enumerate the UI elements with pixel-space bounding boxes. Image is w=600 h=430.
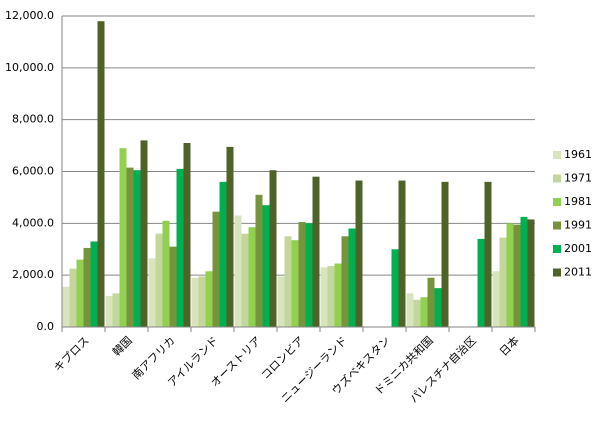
bar (183, 142, 191, 327)
legend-swatch (553, 174, 561, 183)
bar (155, 233, 163, 327)
legend-swatch (553, 221, 561, 230)
bar (420, 297, 428, 327)
bar (205, 271, 213, 327)
bar (83, 247, 91, 327)
bar (133, 170, 141, 327)
bar (427, 277, 435, 327)
legend-swatch (553, 151, 561, 159)
bar (169, 246, 177, 327)
bar (348, 228, 356, 327)
bar (226, 146, 234, 327)
bar (255, 194, 263, 327)
bar (327, 266, 335, 327)
bar (391, 249, 399, 327)
y-tick-label: 4,000.0 (12, 216, 54, 229)
x-tick-label: キプロス (51, 334, 91, 374)
bar (291, 240, 299, 327)
bar (234, 215, 242, 327)
bar (262, 205, 270, 327)
x-tick-label: 韓国 (110, 334, 135, 359)
legend-label: 2011 (564, 266, 592, 279)
bar (513, 224, 521, 327)
bar (527, 219, 535, 327)
y-tick-label: 0.0 (37, 320, 55, 333)
bar (241, 233, 249, 327)
bar (76, 259, 84, 327)
bar (219, 181, 227, 327)
bar (176, 168, 184, 327)
bar (191, 277, 199, 327)
bar (148, 258, 156, 327)
legend-swatch (553, 268, 561, 277)
bar (126, 167, 134, 327)
bar (162, 220, 170, 327)
y-tick-label: 6,000.0 (12, 165, 54, 178)
legend-label: 1961 (564, 148, 592, 161)
bar (69, 268, 77, 327)
legend-label: 1991 (564, 219, 592, 232)
bar (355, 180, 363, 327)
bar (312, 176, 320, 327)
bar (398, 180, 406, 327)
legend-label: 1971 (564, 172, 592, 185)
bar (406, 293, 414, 327)
bar (341, 236, 349, 327)
legend-label: 1981 (564, 195, 592, 208)
bar (277, 276, 285, 327)
bar (484, 181, 492, 327)
bar (434, 288, 442, 327)
bar (212, 211, 220, 327)
bar (97, 21, 105, 328)
bar (506, 223, 514, 327)
bar (492, 271, 500, 327)
bar (298, 222, 306, 327)
bar (90, 241, 98, 327)
bar (112, 293, 120, 327)
y-tick-label: 10,000.0 (5, 61, 54, 74)
bar (248, 227, 256, 327)
legend-label: 2001 (564, 242, 592, 255)
bar (284, 236, 292, 327)
bar (119, 148, 127, 327)
bar (477, 238, 485, 327)
bar (305, 223, 313, 327)
x-tick-label: 日本 (496, 333, 521, 358)
y-tick-label: 8,000.0 (12, 113, 54, 126)
bar (334, 263, 342, 327)
y-tick-label: 2,000.0 (12, 268, 54, 281)
bar (499, 237, 507, 327)
bar (105, 295, 113, 327)
bar (198, 276, 206, 327)
bar (520, 216, 528, 327)
legend-swatch (553, 245, 561, 253)
bar (140, 140, 148, 327)
bar (269, 170, 277, 327)
bar (441, 181, 449, 327)
bar (320, 267, 328, 327)
y-tick-label: 12,000.0 (5, 9, 54, 22)
bar (413, 299, 421, 327)
bar (62, 286, 70, 327)
legend-swatch (553, 198, 561, 206)
